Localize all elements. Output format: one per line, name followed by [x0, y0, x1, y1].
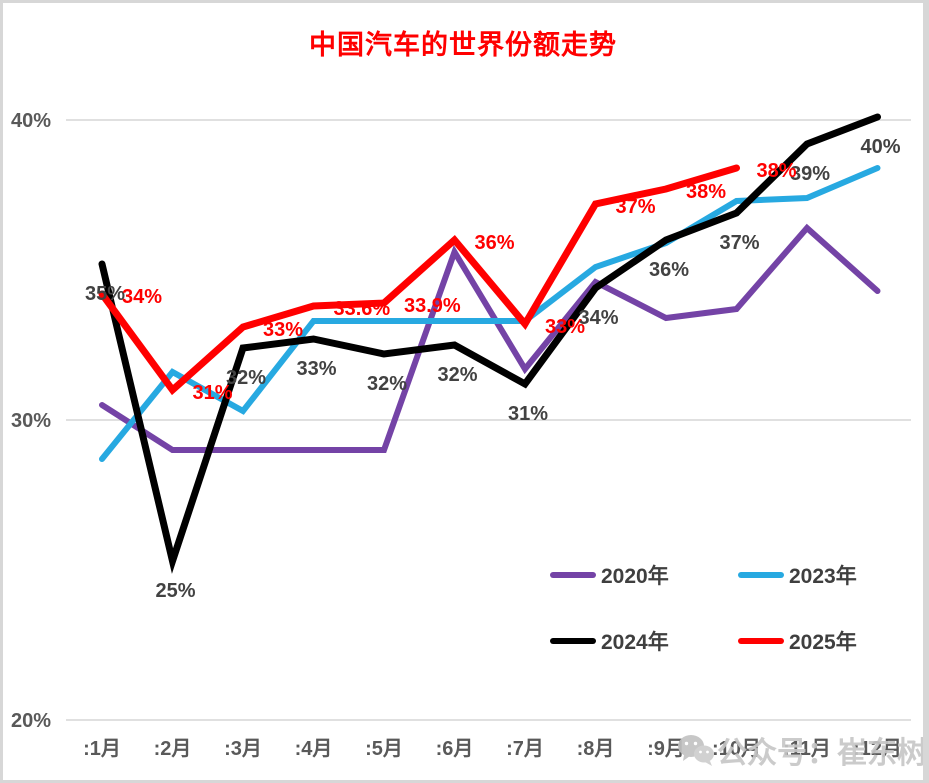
data-label-2025-6: 36%: [475, 232, 515, 254]
x-axis-label: :10月: [712, 738, 761, 760]
x-axis-label: :5月: [365, 738, 403, 760]
data-label-2024-3: 32%: [226, 367, 266, 389]
x-axis-label: :11月: [783, 738, 831, 760]
x-axis-label: :7月: [506, 738, 544, 760]
x-axis-label: :12月: [853, 738, 902, 760]
data-label-2024-1: 35%: [85, 283, 125, 305]
legend-item-2025: 2025年: [738, 629, 857, 654]
data-label-2024-10: 37%: [719, 232, 759, 254]
legend-item-2023: 2023年: [738, 563, 857, 588]
data-label-2025-8: 37%: [616, 196, 656, 218]
legend-item-2020: 2020年: [550, 563, 669, 588]
series-line-2024: [98, 113, 881, 574]
data-label-2024-6: 32%: [437, 364, 477, 386]
x-axis-label: :6月: [436, 738, 474, 760]
data-label-2025-9: 38%: [686, 181, 726, 203]
data-label-2025-4: 33.6%: [334, 298, 391, 320]
data-label-2025-10: 38%: [757, 160, 797, 182]
data-label-2024-9: 36%: [649, 259, 689, 281]
x-axis-label: :4月: [295, 738, 333, 760]
x-axis-label: :9月: [647, 738, 685, 760]
legend-item-2024: 2024年: [550, 629, 669, 654]
data-label-2024-8: 34%: [578, 307, 618, 329]
data-label-2025-5: 33.9%: [404, 295, 461, 317]
data-label-2025-1: 34%: [122, 286, 162, 308]
data-label-2024-5: 32%: [367, 373, 407, 395]
share-trend-chart: 40% 30% 20% :1月 :2月 :3月 :4月 :5月 :6月 :7月 :8月 :9月 :10月…: [11, 110, 911, 760]
data-label-2024-2: 25%: [155, 580, 195, 602]
data-label-2024-7: 31%: [508, 403, 548, 425]
legend-label-2023: 2023年: [789, 565, 857, 588]
chart-title: 中国汽车的世界份额走势: [309, 30, 617, 60]
data-label-2024-12: 40%: [860, 136, 900, 158]
data-label-2025-7: 33%: [545, 316, 585, 338]
x-axis-label: :8月: [577, 738, 615, 760]
legend-label-2024: 2024年: [601, 631, 669, 654]
y-axis-tick: 20%: [11, 710, 51, 732]
legend-swatch-2025: [738, 638, 784, 644]
data-label-2025-2: 31%: [193, 382, 233, 404]
data-label-2024-11: 39%: [790, 163, 830, 185]
series-line-2025: [98, 164, 740, 396]
y-axis-tick: 30%: [11, 410, 51, 432]
legend-label-2020: 2020年: [601, 565, 669, 588]
x-axis-label: :2月: [154, 738, 192, 760]
legend-label-2025: 2025年: [789, 631, 857, 654]
y-axis-tick: 40%: [11, 110, 51, 132]
x-axis-label: :1月: [83, 738, 121, 760]
data-label-2025-3: 33%: [263, 319, 303, 341]
legend-swatch-2020: [550, 572, 596, 578]
legend-swatch-2024: [550, 638, 596, 644]
series-line-2020: [99, 223, 881, 453]
x-axis-label: :3月: [224, 738, 262, 760]
data-label-2024-4: 33%: [296, 358, 336, 380]
legend-swatch-2023: [738, 572, 784, 578]
